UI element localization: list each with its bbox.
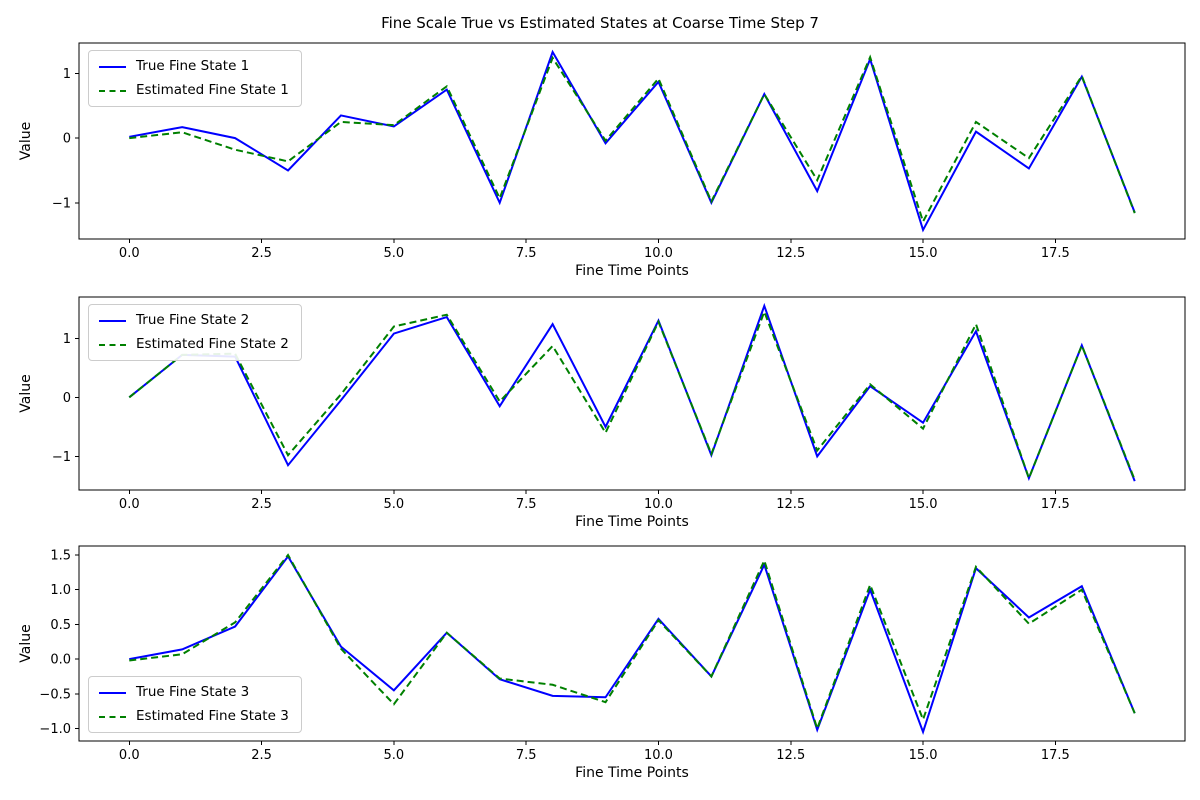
solid-line-icon <box>99 319 126 322</box>
legend-subplot-2: True Fine State 2 Estimated Fine State 2 <box>88 304 302 361</box>
x-tick-label: 15.0 <box>909 246 938 261</box>
dashed-line-icon <box>99 715 126 718</box>
legend-item: True Fine State 3 <box>99 684 289 701</box>
y-tick-label: −1 <box>52 450 71 465</box>
y-tick-label: −0.5 <box>39 687 71 702</box>
x-tick-label: 5.0 <box>384 497 405 512</box>
subplot-2: 0.0 2.5 5.0 7.5 10.0 12.5 15.0 17.5 −1 0 1 Fine Tim… <box>18 296 1186 530</box>
x-tick-label: 5.0 <box>384 748 405 763</box>
x-tick-label: 2.5 <box>251 246 272 261</box>
axes-frame-1 <box>78 42 1186 240</box>
y-axis-label-3: Value <box>18 624 34 662</box>
legend-item: Estimated Fine State 3 <box>99 708 289 725</box>
legend-item: True Fine State 1 <box>99 58 289 75</box>
legend-label: Estimated Fine State 3 <box>136 708 289 724</box>
true-state-line-2 <box>128 302 1136 482</box>
x-tick-label: 15.0 <box>909 748 938 763</box>
estimated-state-line-3 <box>129 553 1136 732</box>
y-tick-label: 1 <box>63 332 71 347</box>
x-tick-label: 12.5 <box>776 497 805 512</box>
x-tick-label: 2.5 <box>251 497 272 512</box>
x-tick-label: 10.0 <box>644 497 673 512</box>
y-tick-label: −1 <box>52 196 71 211</box>
x-tick-label: 15.0 <box>909 497 938 512</box>
y-axis-label-1: Value <box>18 122 34 160</box>
x-tick-label: 5.0 <box>384 246 405 261</box>
subplot-1: 0.0 2.5 5.0 7.5 10.0 12.5 15.0 17.5 −1 0 1 Fine Tim… <box>18 42 1186 279</box>
y-tick-label: −1.0 <box>39 722 71 737</box>
y-tick-label: 0.5 <box>50 618 71 633</box>
y-axis-label-2: Value <box>18 374 34 412</box>
x-tick-label: 7.5 <box>516 748 537 763</box>
legend-label: True Fine State 1 <box>136 58 250 74</box>
legend-item: Estimated Fine State 2 <box>99 336 289 353</box>
x-axis-label-2: Fine Time Points <box>575 514 689 530</box>
x-tick-label: 12.5 <box>776 748 805 763</box>
x-tick-label: 0.0 <box>119 748 140 763</box>
axes-frame-3 <box>78 545 1186 742</box>
legend-item: Estimated Fine State 1 <box>99 82 289 99</box>
estimated-state-line-1 <box>129 54 1136 225</box>
x-tick-label: 17.5 <box>1041 748 1070 763</box>
x-tick-label: 7.5 <box>516 497 537 512</box>
y-tick-label: 1 <box>63 67 71 82</box>
x-tick-label: 17.5 <box>1041 246 1070 261</box>
true-state-line-1 <box>129 49 1136 233</box>
axes-frame-2 <box>78 296 1186 491</box>
legend-subplot-1: True Fine State 1 Estimated Fine State 1 <box>88 50 302 107</box>
x-axis-label-3: Fine Time Points <box>575 765 689 781</box>
x-tick-label: 17.5 <box>1041 497 1070 512</box>
subplot-3: 0.0 2.5 5.0 7.5 10.0 12.5 15.0 17.5 −1.0 −0.5 0.0 0… <box>18 545 1186 781</box>
legend-subplot-3: True Fine State 3 Estimated Fine State 3 <box>88 676 302 733</box>
chart-title: Fine Scale True vs Estimated States at C… <box>381 14 819 32</box>
dashed-line-icon <box>99 343 126 346</box>
x-tick-label: 0.0 <box>119 246 140 261</box>
y-tick-label: 0.0 <box>50 653 71 668</box>
legend-item: True Fine State 2 <box>99 312 289 329</box>
estimated-state-line-2 <box>128 308 1136 482</box>
x-tick-label: 12.5 <box>776 246 805 261</box>
x-tick-label: 7.5 <box>516 246 537 261</box>
x-tick-label: 2.5 <box>251 748 272 763</box>
solid-line-icon <box>99 691 126 694</box>
legend-label: Estimated Fine State 2 <box>136 336 289 352</box>
true-state-line-3 <box>129 554 1136 736</box>
dashed-line-icon <box>99 89 126 92</box>
y-tick-label: 1.0 <box>50 583 71 598</box>
x-tick-label: 0.0 <box>119 497 140 512</box>
y-tick-label: 0 <box>63 132 71 147</box>
x-axis-label-1: Fine Time Points <box>575 263 689 279</box>
legend-label: True Fine State 2 <box>136 312 250 328</box>
legend-label: Estimated Fine State 1 <box>136 82 289 98</box>
y-tick-label: 1.5 <box>50 549 71 564</box>
x-tick-label: 10.0 <box>644 748 673 763</box>
legend-label: True Fine State 3 <box>136 684 250 700</box>
y-tick-label: 0 <box>63 391 71 406</box>
x-tick-label: 10.0 <box>644 246 673 261</box>
solid-line-icon <box>99 65 126 68</box>
